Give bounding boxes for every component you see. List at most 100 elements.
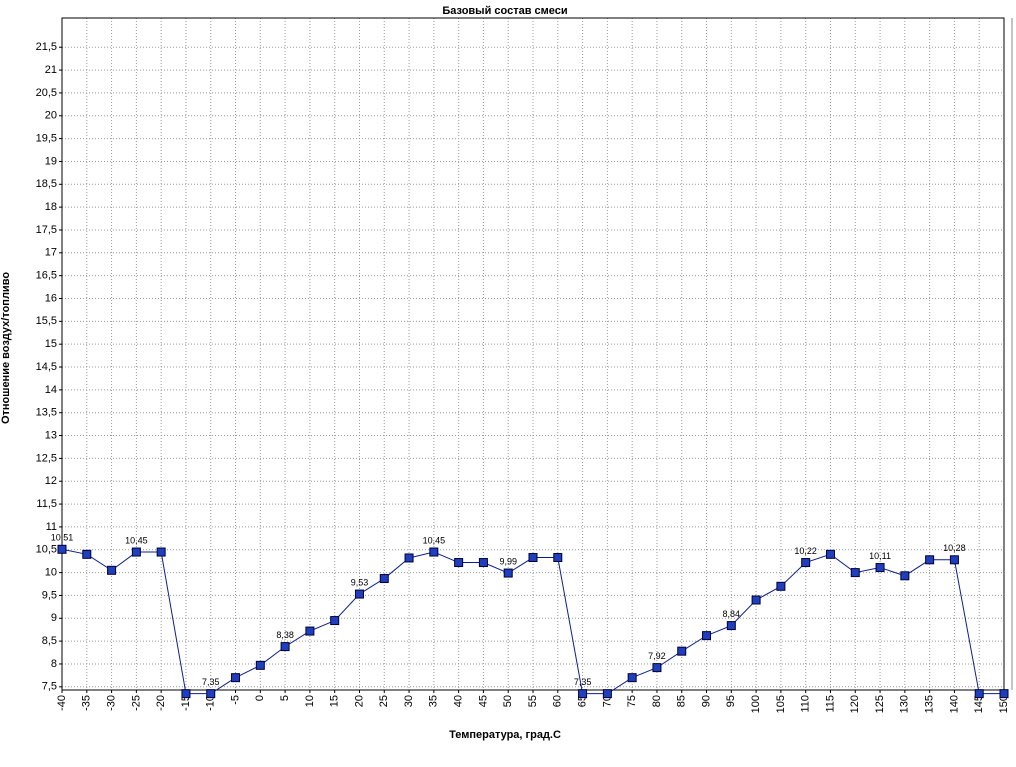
data-point <box>206 689 216 699</box>
y-tick-label: 20 <box>45 110 57 122</box>
y-tick-label: 12 <box>45 475 57 487</box>
data-point <box>454 558 464 568</box>
data-point <box>578 689 588 699</box>
y-tick-label: 17,5 <box>36 224 57 236</box>
data-point <box>974 689 984 699</box>
y-tick-label: 7,5 <box>42 681 57 693</box>
data-point <box>107 565 117 575</box>
data-label: 7,35 <box>574 677 592 687</box>
data-point <box>354 589 364 599</box>
data-point <box>156 547 166 557</box>
y-tick-label: 15 <box>45 338 57 350</box>
data-point <box>801 558 811 568</box>
data-label: 9,53 <box>351 577 369 587</box>
y-tick-label: 14 <box>45 384 57 396</box>
x-tick-label: 115 <box>824 695 836 713</box>
y-tick-label: 13 <box>45 429 57 441</box>
x-axis-label: Температура, град.С <box>449 729 561 741</box>
data-label: 10,45 <box>125 535 148 545</box>
x-tick-label: -35 <box>81 695 93 711</box>
x-tick-label: 50 <box>502 695 514 707</box>
data-point <box>825 549 835 559</box>
data-point <box>379 574 389 584</box>
y-tick-label: 14,5 <box>36 361 57 373</box>
data-point <box>528 553 538 563</box>
data-point <box>131 547 141 557</box>
data-label: 10,45 <box>423 535 446 545</box>
data-label: 10,22 <box>794 546 817 556</box>
data-point <box>57 544 67 554</box>
y-tick-label: 10 <box>45 567 57 579</box>
x-tick-label: 145 <box>973 695 985 713</box>
x-tick-label: 120 <box>849 695 861 713</box>
data-point <box>776 581 786 591</box>
x-tick-label: 30 <box>403 695 415 707</box>
data-point <box>726 621 736 631</box>
y-tick-label: 18,5 <box>36 178 57 190</box>
data-point <box>255 660 265 670</box>
y-tick-label: 12,5 <box>36 452 57 464</box>
data-label: 10,28 <box>943 543 966 553</box>
data-point <box>627 673 637 683</box>
y-tick-label: 21,5 <box>36 41 57 53</box>
x-tick-label: 130 <box>899 695 911 713</box>
data-point <box>949 555 959 565</box>
data-point <box>652 663 662 673</box>
y-tick-label: 11 <box>46 521 57 533</box>
data-label: 8,84 <box>723 609 741 619</box>
y-tick-label: 15,5 <box>36 315 57 327</box>
x-tick-label: 45 <box>477 695 489 707</box>
data-point <box>900 571 910 581</box>
y-tick-label: 13,5 <box>36 407 57 419</box>
data-point <box>330 616 340 626</box>
x-tick-label: 35 <box>428 695 440 707</box>
x-tick-label: 15 <box>329 695 341 707</box>
y-tick-label: 10,5 <box>36 544 57 556</box>
x-tick-label: 110 <box>800 695 812 713</box>
data-point <box>751 595 761 605</box>
x-tick-label: 125 <box>874 695 886 713</box>
y-tick-label: 8,5 <box>42 635 57 647</box>
data-point <box>82 549 92 559</box>
x-tick-label: 150 <box>998 695 1010 713</box>
y-tick-label: 19 <box>45 155 57 167</box>
data-label: 7,92 <box>648 651 666 661</box>
x-tick-label: -5 <box>229 695 241 705</box>
x-tick-label: 10 <box>304 695 316 707</box>
chart-title: Базовый состав смеси <box>442 5 567 17</box>
x-tick-label: 55 <box>527 695 539 707</box>
y-tick-label: 19,5 <box>36 133 57 145</box>
x-tick-label: 85 <box>676 695 688 707</box>
data-point <box>503 568 513 578</box>
data-point <box>553 553 563 563</box>
x-tick-label: 135 <box>924 695 936 713</box>
x-tick-label: -15 <box>180 695 192 711</box>
data-point <box>478 558 488 568</box>
data-point <box>602 689 612 699</box>
x-tick-label: -20 <box>155 695 167 711</box>
x-tick-label: 90 <box>700 695 712 707</box>
y-tick-label: 17 <box>45 247 57 259</box>
data-point <box>429 547 439 557</box>
data-point <box>850 568 860 578</box>
x-tick-label: -30 <box>105 695 117 711</box>
x-tick-label: 105 <box>775 695 787 713</box>
data-point <box>925 555 935 565</box>
y-tick-label: 8 <box>51 658 57 670</box>
x-tick-label: -40 <box>56 695 68 711</box>
data-point <box>875 563 885 573</box>
x-tick-label: -10 <box>205 695 217 711</box>
x-tick-label: 25 <box>378 695 390 707</box>
data-label: 7,35 <box>202 677 220 687</box>
y-axis-label: Отношение воздух/топливо <box>0 272 12 424</box>
data-point <box>999 689 1009 699</box>
data-point <box>702 631 712 641</box>
plot-frame <box>61 17 1005 691</box>
x-tick-label: 0 <box>254 695 266 701</box>
data-label: 10,11 <box>869 551 891 561</box>
x-tick-label: -25 <box>130 695 142 711</box>
y-tick-label: 11,5 <box>36 498 57 510</box>
y-tick-label: 20,5 <box>36 87 57 99</box>
y-tick-label: 16 <box>45 292 57 304</box>
